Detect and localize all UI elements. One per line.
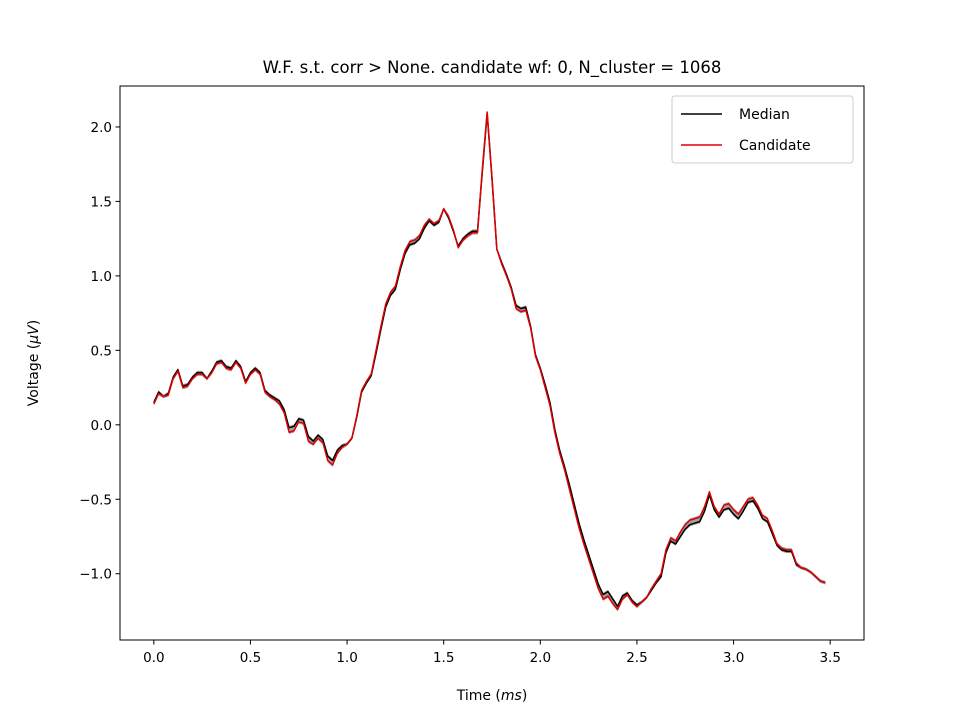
x-tick-label: 1.0 (336, 650, 357, 666)
plot-area (153, 110, 826, 612)
legend-label-candidate: Candidate (739, 138, 811, 154)
y-tick-label: 1.0 (91, 269, 112, 285)
series-lines (153, 111, 826, 611)
y-tick-label: 0.0 (91, 418, 112, 434)
x-axis-unit: ms (501, 688, 522, 704)
x-axis-ticks: 0.0 0.5 1.0 1.5 2.0 2.5 3.0 3.5 (143, 640, 841, 666)
y-tick-label: 2.0 (91, 120, 112, 136)
y-tick-label: 0.5 (91, 343, 112, 359)
x-tick-label: 3.5 (819, 650, 840, 666)
x-tick-label: 1.5 (433, 650, 454, 666)
legend: Median Candidate (671, 95, 854, 164)
x-tick-label: 0.5 (240, 650, 261, 666)
chart-title: W.F. s.t. corr > None. candidate wf: 0, … (263, 58, 722, 78)
y-axis-unit: μV (26, 324, 42, 345)
y-axis-label: Voltage (μV) (26, 320, 42, 406)
x-tick-label: 2.5 (626, 650, 647, 666)
series-line-median (153, 112, 826, 608)
y-tick-label: 1.5 (91, 194, 112, 210)
legend-label-median: Median (739, 107, 790, 123)
x-tick-label: 2.0 (530, 650, 551, 666)
median-spread-band (153, 110, 826, 612)
axes-frame (119, 85, 865, 641)
legend-box (671, 95, 854, 164)
y-tick-label: −1.0 (79, 567, 112, 583)
x-tick-label: 0.0 (143, 650, 164, 666)
y-axis-ticks: −1.0 −0.5 0.0 0.5 1.0 1.5 2.0 (79, 120, 120, 583)
x-tick-label: 3.0 (723, 650, 744, 666)
x-axis-label: Time (ms) (456, 688, 528, 704)
y-tick-label: −0.5 (79, 492, 112, 508)
series-line-candidate (153, 111, 826, 611)
